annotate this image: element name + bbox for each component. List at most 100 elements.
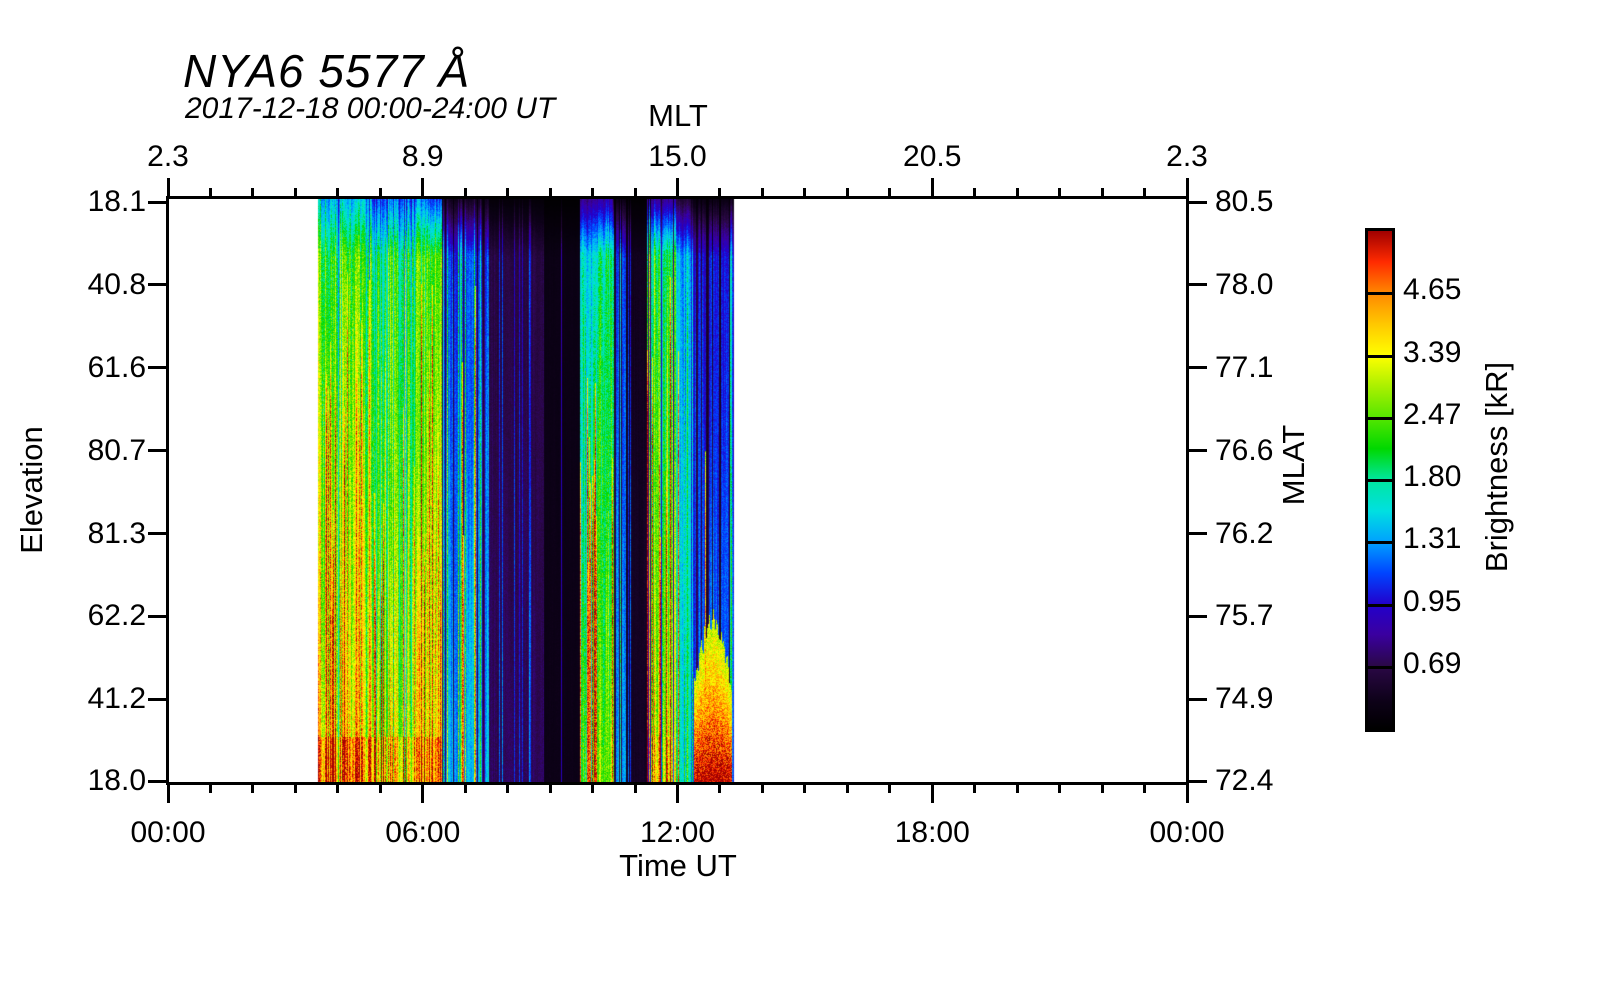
x-minor-tick <box>888 783 892 793</box>
x-minor-tick <box>463 783 467 793</box>
elevation-tick-label: 18.0 <box>87 764 146 798</box>
right-tick <box>1187 449 1207 453</box>
top-major-tick <box>1185 178 1189 198</box>
colorbar-tick <box>1368 354 1392 358</box>
top-minor-tick <box>1143 188 1147 198</box>
mlt-tick-label: 20.5 <box>903 140 962 173</box>
x-minor-tick <box>1143 783 1147 793</box>
x-axis-title-time-ut: Time UT <box>619 848 737 883</box>
elevation-tick-label: 40.8 <box>87 267 146 301</box>
right-tick <box>1187 614 1207 618</box>
mlt-tick-label: 2.3 <box>147 140 189 173</box>
y-axis-title-mlat: MLAT <box>1276 424 1311 506</box>
elevation-tick-label: 81.3 <box>87 516 146 550</box>
top-minor-tick <box>718 188 722 198</box>
x-major-tick <box>930 783 934 803</box>
x-minor-tick <box>1100 783 1104 793</box>
x-minor-tick <box>548 783 552 793</box>
colorbar-tick <box>1368 479 1392 482</box>
right-tick <box>1187 283 1207 287</box>
x-tick-label: 06:00 <box>385 816 461 849</box>
colorbar-tick <box>1368 541 1392 545</box>
colorbar-tick <box>1368 292 1392 296</box>
mlat-tick-label: 76.6 <box>1215 433 1274 467</box>
top-minor-tick <box>845 188 849 198</box>
top-minor-tick <box>463 188 467 198</box>
mlt-tick-label: 15.0 <box>648 140 707 173</box>
right-tick <box>1187 697 1207 701</box>
elevation-tick-label: 61.6 <box>87 350 146 384</box>
top-minor-tick <box>973 188 977 198</box>
x-minor-tick <box>1058 783 1062 793</box>
x-minor-tick <box>378 783 382 793</box>
elevation-tick-label: 18.1 <box>87 185 146 219</box>
top-major-tick <box>930 178 934 198</box>
top-axis-title-mlt: MLT <box>648 98 708 133</box>
left-tick <box>148 200 168 204</box>
top-minor-tick <box>760 188 764 198</box>
left-tick <box>148 779 168 783</box>
x-minor-tick <box>251 783 255 793</box>
top-minor-tick <box>1015 188 1019 198</box>
colorbar-title-brightness: Brightness [kR] <box>1479 361 1514 573</box>
mlt-tick-label: 8.9 <box>401 140 444 173</box>
x-tick-label: 00:00 <box>130 816 206 849</box>
top-minor-tick <box>803 188 807 198</box>
colorbar-tick-label: 1.31 <box>1403 522 1462 556</box>
left-tick <box>148 697 168 701</box>
x-minor-tick <box>803 783 807 793</box>
mlt-tick-label: 2.3 <box>1166 140 1208 173</box>
top-minor-tick <box>1100 188 1104 198</box>
elevation-tick-label: 41.2 <box>87 682 146 716</box>
x-minor-tick <box>760 783 764 793</box>
left-tick <box>148 283 168 287</box>
elevation-tick-label: 80.7 <box>87 433 146 467</box>
x-minor-tick <box>506 783 510 793</box>
elevation-tick-label: 62.2 <box>87 599 146 633</box>
page-title: NYA6 5577 Å <box>183 45 471 97</box>
colorbar <box>1365 228 1395 732</box>
x-minor-tick <box>208 783 212 793</box>
top-minor-tick <box>378 188 382 198</box>
x-major-tick <box>1185 783 1189 803</box>
x-major-tick <box>676 783 679 803</box>
top-minor-tick <box>506 188 510 198</box>
top-major-tick <box>676 178 679 198</box>
x-minor-tick <box>973 783 977 793</box>
colorbar-tick-label: 0.69 <box>1403 646 1462 680</box>
left-tick <box>148 366 168 370</box>
right-tick <box>1187 532 1207 536</box>
mlat-tick-label: 72.4 <box>1215 764 1274 798</box>
mlat-tick-label: 77.1 <box>1215 350 1274 384</box>
x-minor-tick <box>591 783 595 793</box>
colorbar-tick-label: 4.65 <box>1403 273 1462 307</box>
plot-subtitle: 2017-12-18 00:00-24:00 UT <box>185 92 556 125</box>
x-minor-tick <box>1015 783 1019 793</box>
right-tick <box>1187 200 1207 204</box>
top-minor-tick <box>251 188 255 198</box>
left-tick <box>148 532 168 536</box>
left-tick <box>148 614 168 618</box>
mlat-tick-label: 74.9 <box>1215 682 1274 716</box>
x-minor-tick <box>293 783 297 793</box>
x-tick-label: 12:00 <box>639 816 716 849</box>
top-minor-tick <box>1058 188 1062 198</box>
mlat-tick-label: 78.0 <box>1215 267 1274 301</box>
right-tick <box>1187 366 1207 370</box>
mlat-tick-label: 75.7 <box>1215 599 1274 633</box>
colorbar-tick <box>1368 665 1392 669</box>
mlat-tick-label: 76.2 <box>1215 516 1274 550</box>
colorbar-tick-label: 2.47 <box>1403 397 1462 431</box>
colorbar-tick-label: 0.95 <box>1403 584 1462 618</box>
left-tick <box>148 449 168 453</box>
top-minor-tick <box>208 188 212 198</box>
colorbar-tick <box>1368 603 1392 607</box>
x-minor-tick <box>336 783 340 793</box>
x-tick-label: 18:00 <box>894 816 970 849</box>
mlat-tick-label: 80.5 <box>1215 185 1274 219</box>
x-tick-label: 00:00 <box>1149 816 1225 849</box>
colorbar-tick-label: 3.39 <box>1403 335 1462 369</box>
keogram-heatmap-canvas <box>168 198 1187 783</box>
top-major-tick <box>166 178 170 198</box>
